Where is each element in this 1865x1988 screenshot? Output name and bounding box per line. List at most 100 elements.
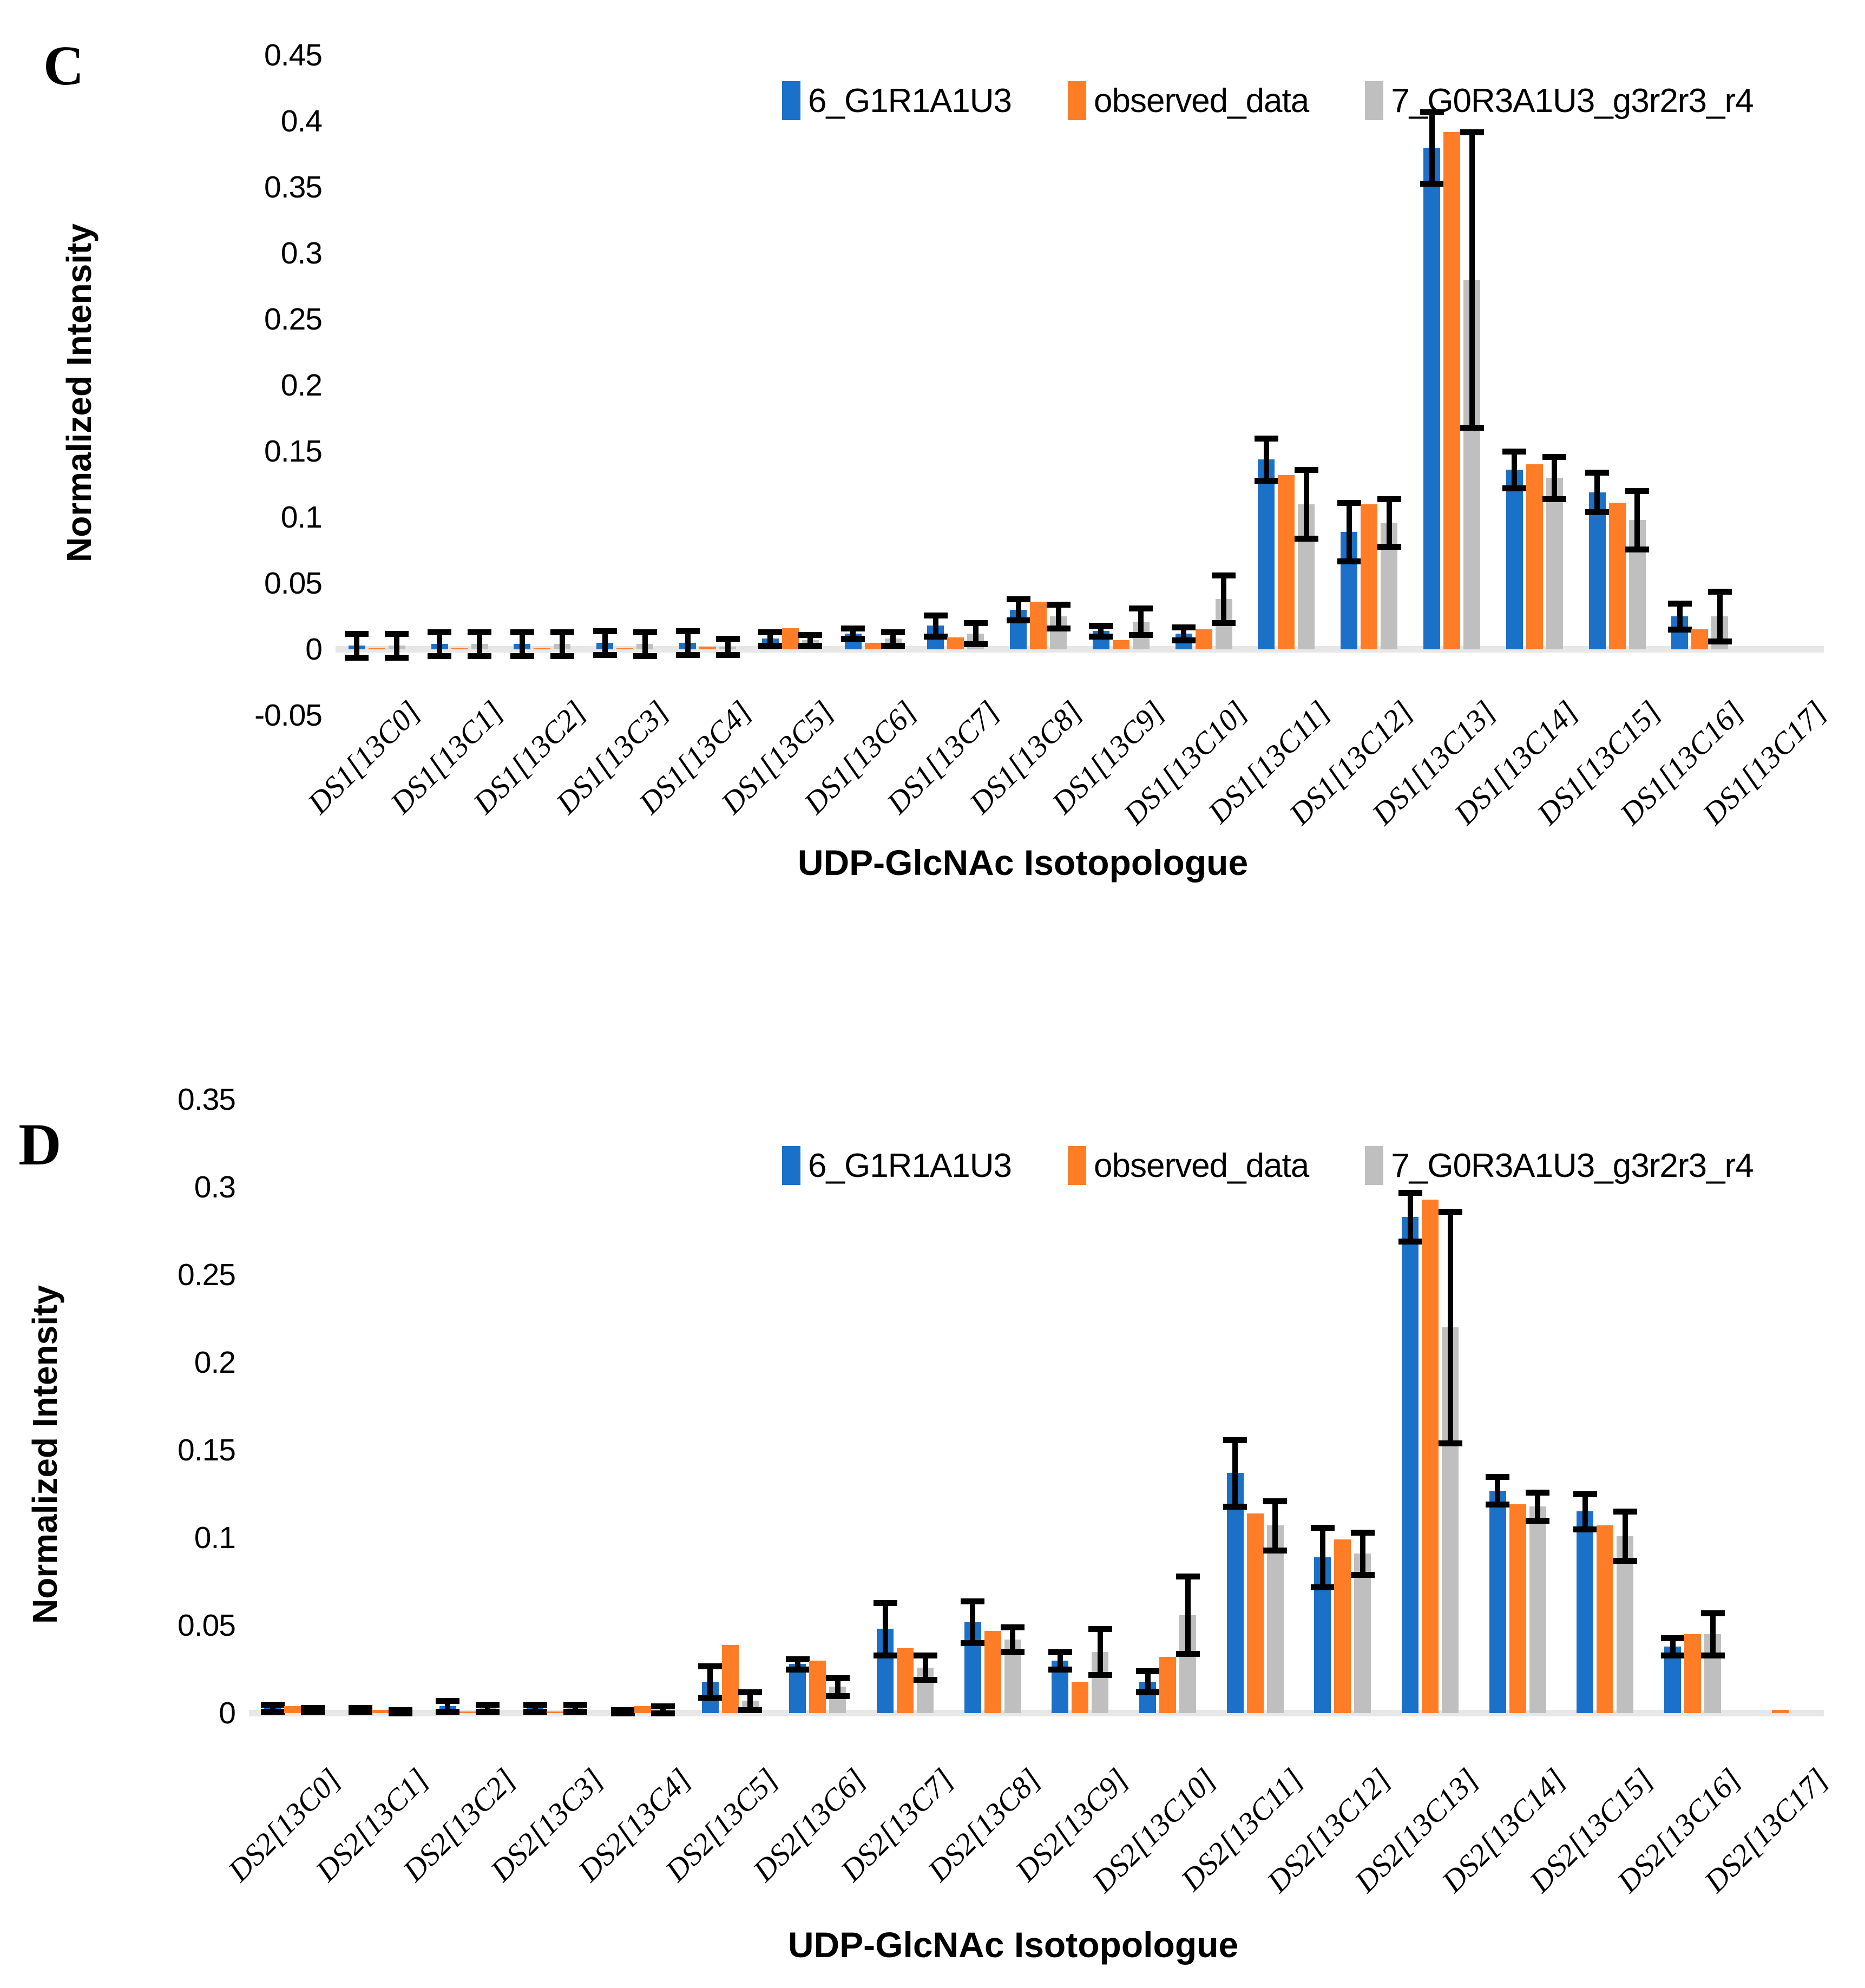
error-cap-bottom [1001,1649,1025,1655]
error-cap-bottom [563,1708,587,1715]
y-tick-label: 0.3 [194,1170,236,1204]
error-cap-bottom [633,653,657,660]
error-cap-bottom [1223,1503,1247,1510]
error-cap-top [1625,488,1650,495]
error-cap-bottom [825,1693,850,1699]
legend-label: observed_data [1094,82,1309,120]
error-cap-bottom [300,1708,325,1715]
y-tick-label: -0.05 [254,698,323,733]
error-bar-7_G0R3A1U3_g3r2r3_r4-DS1[13C15] [1634,491,1640,549]
bar-observed_data-DS2[13C15] [1597,1525,1614,1713]
error-cap-top [1667,600,1692,607]
error-cap-top [428,629,452,636]
error-cap-bottom [1377,543,1401,550]
legend-c: 6_G1R1A1U3 observed_data 7_G0R3A1U3_g3r2r3… [782,81,1754,120]
error-cap-bottom [841,636,865,642]
error-bar-6_G1R1A1U3-DS1[13C0] [354,633,360,657]
error-cap-bottom [468,653,492,660]
legend-item: observed_data [1068,1146,1309,1185]
error-cap-top [1585,470,1610,476]
error-cap-top [961,1598,985,1604]
panel-letter-c: C [43,35,84,97]
error-cap-bottom [1667,627,1692,633]
error-bar-6_G1R1A1U3-DS2[13C13] [1407,1192,1413,1242]
legend-label: 6_G1R1A1U3 [808,82,1012,120]
bar-observed_data-DS1[13C7] [947,637,964,649]
y-tick-label: 0.35 [264,170,323,205]
error-cap-top [345,630,369,637]
error-cap-bottom [1420,180,1444,187]
y-tick-label: 0.1 [280,500,323,535]
legend-swatch-observed_data [1068,1146,1087,1185]
bar-observed_data-DS2[13C1] [372,1710,389,1713]
error-cap-top [1350,1530,1375,1536]
error-cap-bottom [1172,637,1196,643]
error-bar-6_G1R1A1U3-DS2[13C2] [445,1701,451,1711]
error-bar-7_G0R3A1U3_g3r2r3_r4-DS1[13C2] [559,632,565,656]
error-cap-bottom [1006,617,1030,624]
error-cap-bottom [1660,1653,1685,1659]
y-tick-label: 0 [219,1696,236,1730]
error-cap-top [675,628,700,634]
error-bar-7_G0R3A1U3_g3r2r3_r4-DS2[13C16] [1710,1613,1716,1656]
error-bar-6_G1R1A1U3-DS1[13C4] [685,630,691,655]
error-bar-7_G0R3A1U3_g3r2r3_r4-DS1[13C13] [1469,131,1475,428]
error-cap-bottom [1398,1239,1422,1245]
error-cap-top [1294,467,1318,473]
legend-item: 6_G1R1A1U3 [782,1146,1012,1185]
error-cap-top [1660,1635,1685,1641]
error-cap-top [300,1705,325,1711]
legend-label: 6_G1R1A1U3 [808,1147,1012,1184]
error-cap-top [913,1653,937,1659]
legend-d: 6_G1R1A1U3 observed_data 7_G0R3A1U3_g3r2r3… [782,1146,1754,1185]
error-cap-top [963,620,988,627]
error-cap-top [523,1701,547,1708]
error-bar-6_G1R1A1U3-DS1[13C3] [602,630,608,655]
bar-6_G1R1A1U3-DS1[13C13] [1423,148,1440,649]
error-cap-top [798,632,823,638]
bar-observed_data-DS1[13C3] [616,648,634,649]
error-cap-top [881,629,905,636]
error-bar-6_G1R1A1U3-DS2[13C7] [882,1602,888,1656]
error-bar-7_G0R3A1U3_g3r2r3_r4-DS2[13C12] [1360,1532,1365,1575]
error-bar-7_G0R3A1U3_g3r2r3_r4-DS1[13C10] [1221,575,1227,623]
error-cap-top [1420,109,1444,115]
error-bar-6_G1R1A1U3-DS1[13C13] [1429,111,1435,183]
bar-observed_data-DS2[13C2] [459,1711,476,1713]
bar-7_G0R3A1U3_g3r2r3_r4-DS2[13C12] [1354,1553,1371,1713]
error-cap-top [1613,1509,1637,1515]
error-cap-bottom [1573,1526,1597,1532]
error-cap-top [385,630,409,637]
error-bar-6_G1R1A1U3-DS2[13C8] [970,1601,976,1643]
error-bar-6_G1R1A1U3-DS1[13C16] [1677,603,1683,630]
error-bar-7_G0R3A1U3_g3r2r3_r4-DS1[13C7] [973,623,979,644]
error-cap-bottom [1135,1689,1160,1696]
y-tick-label: 0.45 [264,38,323,73]
error-cap-top [1089,623,1113,629]
y-axis-title-c: Normalized Intensity [60,223,98,562]
error-bar-6_G1R1A1U3-DS2[13C6] [794,1658,800,1669]
error-cap-top [563,1701,587,1708]
error-bar-6_G1R1A1U3-DS2[13C16] [1670,1637,1676,1656]
error-cap-top [825,1675,850,1682]
error-bar-6_G1R1A1U3-DS1[13C8] [1015,599,1021,621]
error-bar-6_G1R1A1U3-DS1[13C5] [767,632,773,646]
error-cap-top [1176,1574,1200,1580]
error-cap-bottom [1613,1558,1637,1564]
error-bar-6_G1R1A1U3-DS1[13C15] [1594,472,1600,512]
error-cap-top [1526,1489,1550,1496]
error-cap-bottom [651,1710,675,1716]
error-cap-bottom [1625,546,1650,552]
error-cap-top [923,612,948,618]
error-bar-7_G0R3A1U3_g3r2r3_r4-DS1[13C1] [477,632,483,656]
bar-observed_data-DS2[13C16] [1684,1634,1701,1713]
error-cap-top [1438,1209,1462,1215]
error-cap-top [610,1707,635,1713]
error-bar-7_G0R3A1U3_g3r2r3_r4-DS2[13C13] [1447,1212,1453,1444]
error-cap-top [260,1701,285,1708]
error-bar-7_G0R3A1U3_g3r2r3_r4-DS2[13C2] [485,1704,491,1711]
error-cap-bottom [593,651,617,658]
error-bar-7_G0R3A1U3_g3r2r3_r4-DS2[13C7] [922,1655,928,1680]
error-cap-bottom [785,1667,810,1673]
error-cap-bottom [963,641,988,648]
